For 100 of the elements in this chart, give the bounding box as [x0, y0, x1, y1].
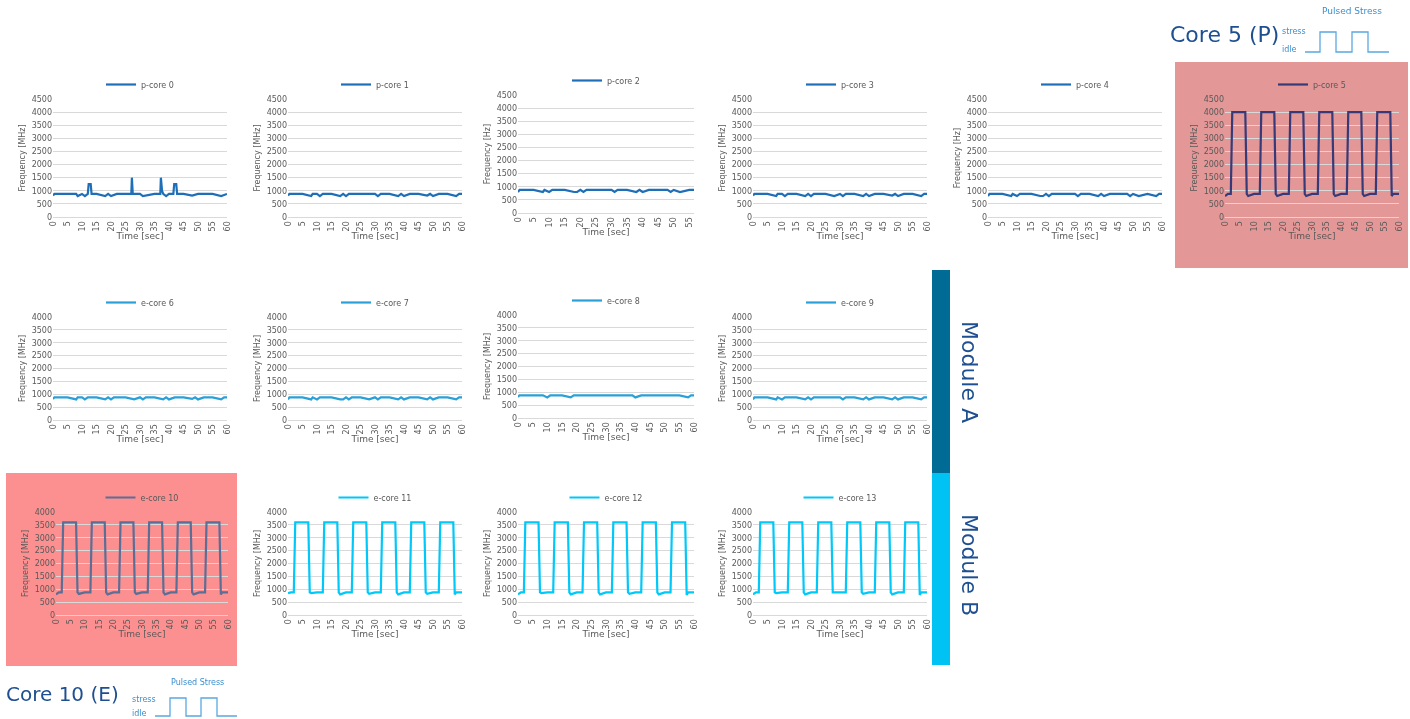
- y-tick-label: 4000: [496, 507, 517, 517]
- y-tick-label: 2000: [1203, 160, 1224, 170]
- x-tick-label: 45: [414, 221, 424, 232]
- line-series: [753, 521, 927, 597]
- x-tick-label: 45: [1351, 221, 1361, 232]
- legend-label: e-core 12: [604, 493, 643, 503]
- y-tick-label: 3500: [731, 520, 752, 530]
- y-tick-label: 4500: [31, 94, 52, 104]
- x-tick-label: 20: [1278, 221, 1288, 232]
- x-tick-label: 30: [135, 221, 145, 232]
- y-tick-label: 1500: [496, 169, 517, 179]
- text: stress: [132, 695, 156, 704]
- y-tick-label: 2000: [34, 559, 55, 569]
- y-tick-label: 1000: [496, 388, 517, 398]
- x-tick-label: 5: [298, 221, 308, 227]
- x-tick-label: 30: [370, 221, 380, 232]
- x-tick-label: 5: [1235, 221, 1245, 227]
- line-series: [56, 521, 228, 596]
- y-tick-label: 2500: [731, 147, 752, 157]
- legend-label: e-core 8: [607, 296, 640, 306]
- x-tick-label: 30: [370, 619, 380, 630]
- x-tick-label: 50: [428, 424, 438, 435]
- x-tick-label: 25: [1056, 221, 1066, 232]
- x-tick-label: 45: [179, 221, 189, 232]
- x-tick-label: 30: [835, 619, 845, 630]
- x-tick-label: 55: [1143, 221, 1153, 232]
- y-tick-label: 2000: [496, 362, 517, 372]
- x-tick-label: 50: [1128, 221, 1138, 232]
- x-tick-label: 60: [222, 424, 232, 435]
- y-tick-label: 1500: [1203, 173, 1224, 183]
- x-tick-label: 60: [1394, 221, 1404, 232]
- x-tick-label: 35: [1322, 221, 1332, 232]
- x-axis-title: Time [sec]: [815, 434, 864, 445]
- x-tick-label: 40: [638, 217, 648, 228]
- x-axis-title: Time [sec]: [581, 629, 630, 640]
- y-tick-label: 2500: [496, 349, 517, 359]
- y-tick-label: 1500: [266, 173, 287, 183]
- y-tick-label: 2000: [731, 160, 752, 170]
- y-tick-label: 3000: [966, 134, 987, 144]
- x-tick-label: 40: [399, 424, 409, 435]
- x-tick-label: 45: [879, 221, 889, 232]
- x-tick-label: 40: [1099, 221, 1109, 232]
- x-tick-label: 15: [327, 619, 337, 630]
- legend-label: p-core 1: [376, 80, 409, 90]
- y-tick-label: 2500: [266, 147, 287, 157]
- x-tick-label: 50: [193, 424, 203, 435]
- legend-label: e-core 6: [141, 298, 174, 308]
- y-tick-label: 1000: [34, 585, 55, 595]
- y-tick-label: 4000: [496, 103, 517, 113]
- y-tick-label: 3500: [731, 325, 752, 335]
- x-tick-label: 45: [645, 422, 655, 433]
- x-tick-label: 60: [689, 422, 699, 433]
- y-tick-label: 1000: [731, 585, 752, 595]
- y-tick-label: 3500: [966, 121, 987, 131]
- x-tick-label: 55: [443, 221, 453, 232]
- y-tick-label: 4000: [731, 507, 752, 517]
- y-tick-label: 1000: [731, 390, 752, 400]
- y-axis-title: Frequency [MHz]: [718, 124, 728, 192]
- x-tick-label: 45: [180, 619, 190, 630]
- x-tick-label: 40: [399, 221, 409, 232]
- x-tick-label: 10: [544, 217, 554, 228]
- x-tick-label: 55: [908, 619, 918, 630]
- x-tick-label: 35: [385, 619, 395, 630]
- x-axis-title: Time [sec]: [350, 434, 399, 445]
- x-tick-label: 20: [108, 619, 118, 630]
- x-axis-title: Time [sec]: [115, 231, 164, 242]
- x-tick-label: 10: [80, 619, 90, 630]
- text: Module A: [957, 320, 982, 424]
- x-tick-label: 35: [385, 424, 395, 435]
- x-tick-label: 35: [150, 424, 160, 435]
- x-axis-title: Time [sec]: [115, 434, 164, 445]
- x-tick-label: 45: [414, 619, 424, 630]
- y-tick-label: 4000: [496, 310, 517, 320]
- y-tick-label: 4500: [1203, 94, 1224, 104]
- y-tick-label: 1500: [731, 377, 752, 387]
- x-tick-label: 20: [572, 619, 582, 630]
- x-tick-label: 10: [77, 221, 87, 232]
- y-tick-label: 500: [36, 199, 52, 209]
- y-tick-label: 1000: [266, 585, 287, 595]
- x-tick-label: 45: [653, 217, 663, 228]
- y-tick-label: 4000: [31, 312, 52, 322]
- x-tick-label: 60: [922, 221, 932, 232]
- x-tick-label: 25: [356, 619, 366, 630]
- x-tick-label: 20: [341, 221, 351, 232]
- x-tick-label: 10: [777, 619, 787, 630]
- x-tick-label: 30: [1307, 221, 1317, 232]
- x-tick-label: 60: [457, 619, 467, 630]
- y-tick-label: 3000: [731, 338, 752, 348]
- x-tick-label: 25: [356, 424, 366, 435]
- y-tick-label: 3500: [1203, 121, 1224, 131]
- y-tick-label: 1000: [496, 585, 517, 595]
- y-tick-label: 3500: [34, 520, 55, 530]
- y-tick-label: 500: [271, 402, 287, 412]
- y-tick-label: 1500: [266, 377, 287, 387]
- x-tick-label: 50: [893, 221, 903, 232]
- x-tick-label: 30: [835, 424, 845, 435]
- y-tick-label: 2000: [266, 160, 287, 170]
- x-tick-label: 0: [1220, 221, 1230, 227]
- y-tick-label: 500: [736, 597, 752, 607]
- y-tick-label: 4000: [1203, 107, 1224, 117]
